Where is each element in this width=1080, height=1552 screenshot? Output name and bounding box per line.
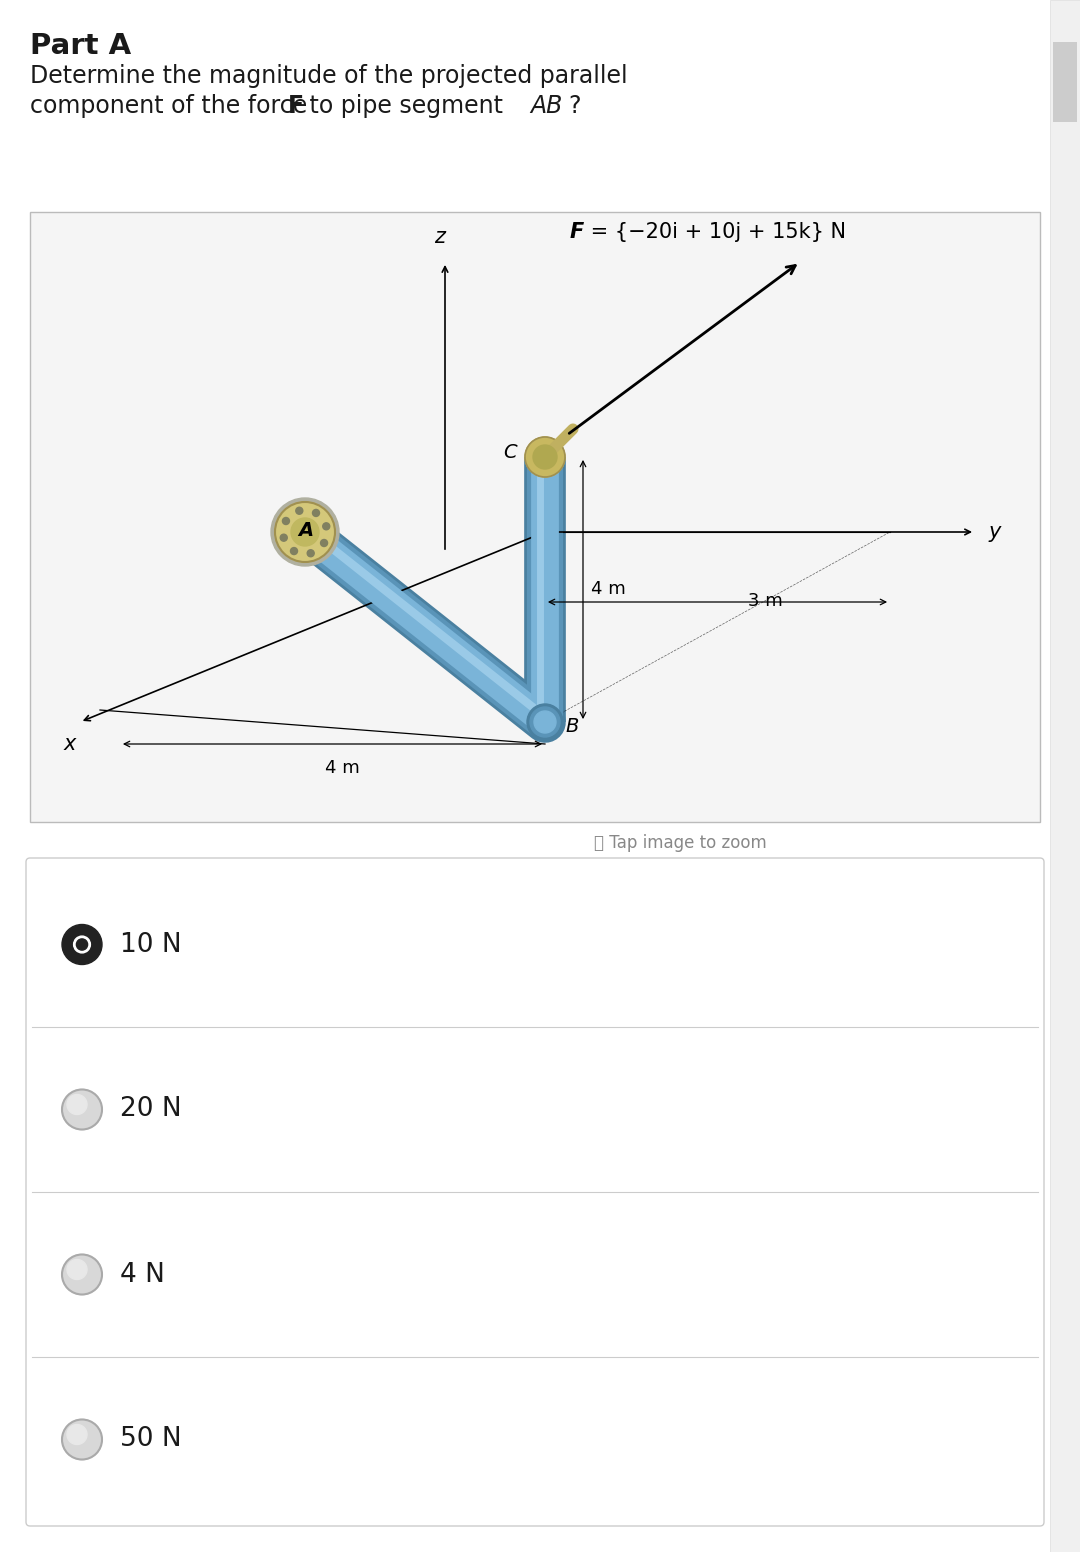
Text: ⌕ Tap image to zoom: ⌕ Tap image to zoom (594, 833, 767, 852)
Circle shape (530, 708, 561, 737)
Circle shape (73, 936, 91, 953)
Text: x: x (64, 734, 77, 754)
Circle shape (67, 1425, 87, 1445)
Text: 20 N: 20 N (120, 1097, 181, 1122)
Text: ?: ? (568, 95, 581, 118)
Text: 4 N: 4 N (120, 1262, 165, 1288)
Text: A: A (298, 520, 313, 540)
Circle shape (280, 534, 287, 542)
Circle shape (62, 1420, 102, 1459)
Text: 50 N: 50 N (120, 1426, 181, 1453)
Circle shape (525, 438, 565, 476)
Text: 10 N: 10 N (120, 931, 181, 958)
Text: F: F (570, 222, 584, 242)
Bar (30, 213, 1040, 823)
Circle shape (527, 705, 563, 740)
Circle shape (77, 939, 87, 950)
Text: B: B (565, 717, 579, 737)
Text: C: C (503, 444, 517, 462)
Text: Determine the magnitude of the projected parallel: Determine the magnitude of the projected… (30, 64, 627, 88)
Text: Part A: Part A (30, 33, 131, 61)
Text: F: F (288, 95, 305, 118)
Circle shape (312, 509, 320, 517)
Circle shape (307, 549, 314, 557)
Circle shape (271, 498, 339, 566)
Text: 4 m: 4 m (591, 580, 625, 599)
Circle shape (534, 711, 556, 733)
Text: = {−20i + 10j + 15k} N: = {−20i + 10j + 15k} N (584, 222, 846, 242)
Circle shape (283, 517, 289, 525)
Circle shape (62, 925, 102, 964)
Text: component of the force: component of the force (30, 95, 314, 118)
Circle shape (62, 1254, 102, 1294)
Circle shape (67, 1094, 87, 1114)
Circle shape (275, 501, 335, 562)
Circle shape (534, 445, 557, 469)
Circle shape (296, 508, 302, 514)
Text: y: y (989, 521, 1001, 542)
Text: 4 m: 4 m (325, 759, 360, 778)
Text: 3 m: 3 m (747, 591, 782, 610)
FancyBboxPatch shape (26, 858, 1044, 1526)
Circle shape (291, 518, 319, 546)
Circle shape (321, 540, 327, 546)
Bar (1050, 0, 1080, 1552)
Circle shape (291, 548, 297, 554)
Text: z: z (434, 227, 446, 247)
Text: to pipe segment: to pipe segment (302, 95, 511, 118)
Circle shape (67, 1260, 87, 1279)
Bar (1053, 42, 1077, 123)
Text: AB: AB (530, 95, 563, 118)
Circle shape (62, 1090, 102, 1130)
Circle shape (323, 523, 329, 529)
